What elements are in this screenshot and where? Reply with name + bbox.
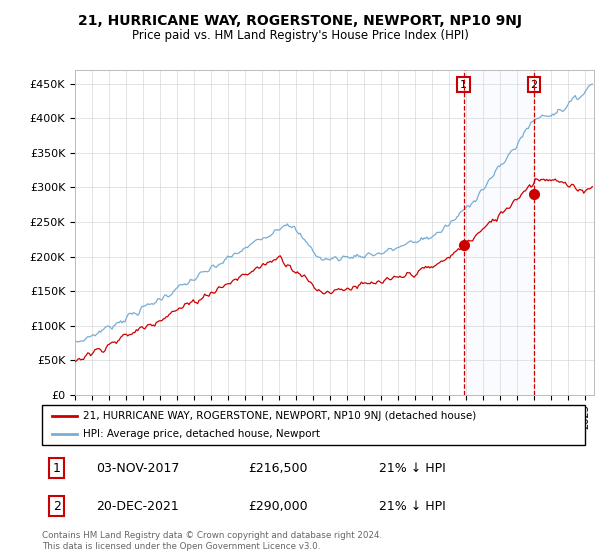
Text: 21% ↓ HPI: 21% ↓ HPI bbox=[379, 500, 445, 513]
Text: 2: 2 bbox=[53, 500, 61, 513]
Text: 21% ↓ HPI: 21% ↓ HPI bbox=[379, 462, 445, 475]
FancyBboxPatch shape bbox=[42, 405, 585, 445]
Text: Contains HM Land Registry data © Crown copyright and database right 2024.: Contains HM Land Registry data © Crown c… bbox=[42, 531, 382, 540]
Text: £290,000: £290,000 bbox=[248, 500, 308, 513]
Bar bbox=[464, 70, 534, 395]
Text: 2: 2 bbox=[530, 80, 538, 90]
Text: HPI: Average price, detached house, Newport: HPI: Average price, detached house, Newp… bbox=[83, 430, 320, 439]
Text: 03-NOV-2017: 03-NOV-2017 bbox=[97, 462, 179, 475]
Text: Price paid vs. HM Land Registry's House Price Index (HPI): Price paid vs. HM Land Registry's House … bbox=[131, 29, 469, 42]
Text: 21, HURRICANE WAY, ROGERSTONE, NEWPORT, NP10 9NJ: 21, HURRICANE WAY, ROGERSTONE, NEWPORT, … bbox=[78, 14, 522, 28]
Text: This data is licensed under the Open Government Licence v3.0.: This data is licensed under the Open Gov… bbox=[42, 542, 320, 550]
Text: 1: 1 bbox=[53, 462, 61, 475]
Text: 20-DEC-2021: 20-DEC-2021 bbox=[97, 500, 179, 513]
Text: 21, HURRICANE WAY, ROGERSTONE, NEWPORT, NP10 9NJ (detached house): 21, HURRICANE WAY, ROGERSTONE, NEWPORT, … bbox=[83, 411, 476, 421]
Text: 1: 1 bbox=[460, 80, 467, 90]
Text: £216,500: £216,500 bbox=[248, 462, 308, 475]
